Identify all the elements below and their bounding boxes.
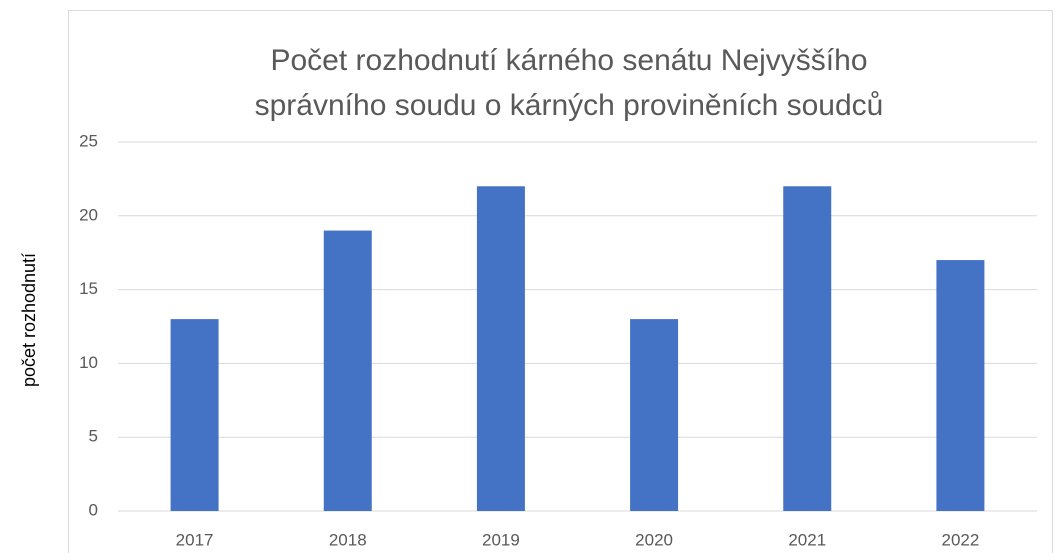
y-axis-label: počet rozhodnutí xyxy=(19,253,39,387)
bar xyxy=(783,186,832,511)
y-tick-label: 0 xyxy=(89,500,98,519)
chart-frame xyxy=(68,10,1053,553)
x-tick-label: 2018 xyxy=(329,530,367,549)
x-tick-label: 2017 xyxy=(176,530,214,549)
chart-title: Počet rozhodnutí kárného senátu Nejvyšší… xyxy=(254,44,884,122)
x-tick-label: 2020 xyxy=(635,530,673,549)
bar xyxy=(630,319,679,511)
y-tick-label: 20 xyxy=(79,205,98,224)
y-tick-label: 10 xyxy=(79,353,98,372)
bar xyxy=(170,319,219,511)
bar xyxy=(476,186,525,511)
y-tick-label: 15 xyxy=(79,279,98,298)
x-tick-label: 2019 xyxy=(482,530,520,549)
x-tick-label: 2021 xyxy=(788,530,826,549)
bar xyxy=(936,260,985,511)
x-tick-label: 2022 xyxy=(942,530,980,549)
y-tick-label: 5 xyxy=(89,427,98,446)
bar xyxy=(323,230,372,511)
y-tick-label: 25 xyxy=(79,131,98,150)
